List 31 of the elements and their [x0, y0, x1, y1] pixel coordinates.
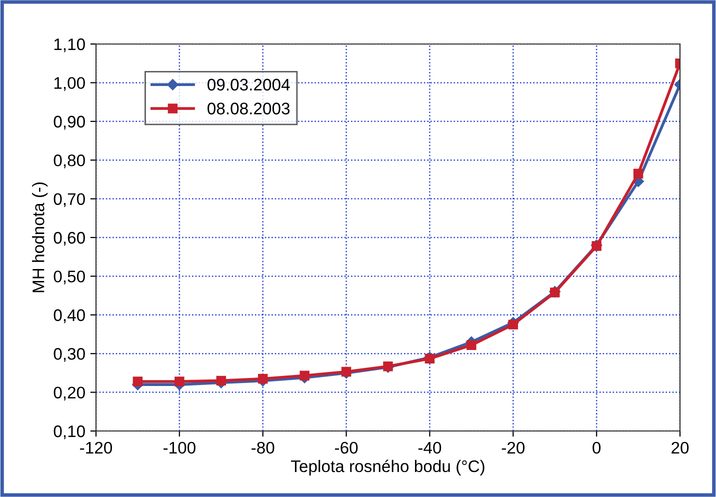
y-tick-label: 0,30 — [54, 348, 85, 362]
legend-label: 09.03.2004 — [208, 78, 290, 91]
point — [466, 340, 476, 350]
y-tick-label: 0,50 — [54, 270, 85, 284]
point — [258, 374, 268, 384]
x-tick-label: -20 — [502, 442, 525, 454]
x-tick-label: -40 — [418, 442, 442, 454]
point — [300, 370, 310, 381]
y-tick-label: 0,40 — [54, 309, 85, 324]
x-tick-label: -120 — [80, 442, 112, 454]
y-tick-label: 0,80 — [54, 154, 85, 168]
y-tick-label: 0,70 — [54, 193, 85, 207]
x-tick-label: -100 — [163, 442, 196, 454]
y-tick-label: 0,90 — [54, 116, 85, 130]
legend-label: 08.08.2003 — [208, 102, 290, 114]
x-axis-title: Teplota rosného bodu (°C) — [291, 460, 484, 476]
x-tick-label: 20 — [672, 442, 689, 454]
point — [508, 320, 518, 330]
point — [174, 376, 184, 386]
y-tick-label: 0,20 — [54, 386, 85, 400]
y-axis-title: MH hodnota (-) — [32, 182, 48, 292]
y-tick-label: 1,10 — [54, 38, 85, 52]
x-tick-label: -60 — [334, 442, 358, 454]
x-tick-label: 0 — [592, 442, 601, 454]
point — [216, 376, 226, 386]
y-tick-label: 0,10 — [54, 425, 85, 440]
point — [633, 168, 644, 179]
x-tick-label: -80 — [252, 442, 274, 454]
y-tick-label: 0,60 — [54, 232, 85, 246]
y-tick-label: 1,00 — [54, 77, 85, 91]
point — [132, 376, 143, 386]
